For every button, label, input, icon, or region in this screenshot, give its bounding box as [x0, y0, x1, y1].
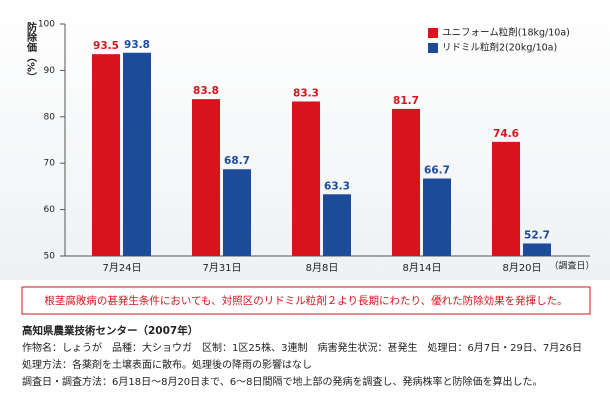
- x-tick-label: 7月24日: [102, 262, 141, 274]
- bar: [292, 101, 320, 256]
- value-label: 66.7: [424, 165, 450, 177]
- legend-label: ユニフォーム粒剤(18kg/10a): [442, 27, 570, 39]
- bar: [92, 54, 120, 256]
- y-tick-label: 70: [44, 159, 56, 169]
- bar: [492, 141, 520, 256]
- value-label: 93.8: [124, 39, 150, 51]
- bar: [123, 52, 151, 256]
- x-tick-label: 8月20日: [502, 262, 541, 274]
- y-tick-label: 60: [44, 205, 56, 215]
- value-label: 81.7: [393, 95, 419, 107]
- value-label: 93.5: [93, 40, 119, 52]
- x-axis-label: （調査日）: [549, 260, 594, 272]
- legend-label: リドミル粒剤2(20kg/10a): [442, 42, 557, 54]
- value-label: 63.3: [324, 180, 350, 192]
- bar: [523, 243, 551, 256]
- legend-swatch: [428, 28, 438, 38]
- source: 高知県農業技術センター（2007年）: [22, 324, 198, 337]
- bar: [192, 99, 220, 256]
- x-tick-label: 7月31日: [202, 262, 241, 274]
- y-tick-label: 80: [44, 112, 56, 122]
- note-line: 処理方法：各薬剤を土壌表面に散布。処理後の降雨の影響はなし: [22, 358, 312, 371]
- bar: [223, 169, 251, 256]
- y-tick-label: 90: [44, 66, 56, 76]
- x-tick-label: 8月14日: [402, 262, 441, 274]
- note-line: 調査日・調査方法：6月18日〜8月20日まで、6〜8日間隔で地上部の発病を調査し…: [22, 375, 543, 388]
- value-label: 83.8: [193, 85, 219, 97]
- value-label: 68.7: [224, 155, 250, 167]
- note-line: 作物名：しょうが 品種：大ショウガ 区制：1区25株、3連制 病害発生状況：甚発…: [22, 341, 582, 354]
- y-axis-label: 防除価（%）: [25, 21, 38, 82]
- bar: [423, 178, 451, 256]
- legend-swatch: [428, 43, 438, 53]
- bar: [323, 194, 351, 256]
- value-label: 83.3: [293, 87, 319, 99]
- y-tick-label: 50: [44, 252, 56, 262]
- y-tick-label: 100: [38, 20, 55, 30]
- value-label: 74.6: [493, 128, 519, 140]
- annotation-box: [21, 286, 591, 315]
- annotation: 根茎腐敗病の甚発生条件においても、対照区のリドミル粒剤２より長期にわたり、優れた…: [44, 294, 567, 307]
- x-tick-label: 8月8日: [306, 262, 339, 274]
- bar: [392, 108, 420, 256]
- value-label: 52.7: [524, 229, 550, 241]
